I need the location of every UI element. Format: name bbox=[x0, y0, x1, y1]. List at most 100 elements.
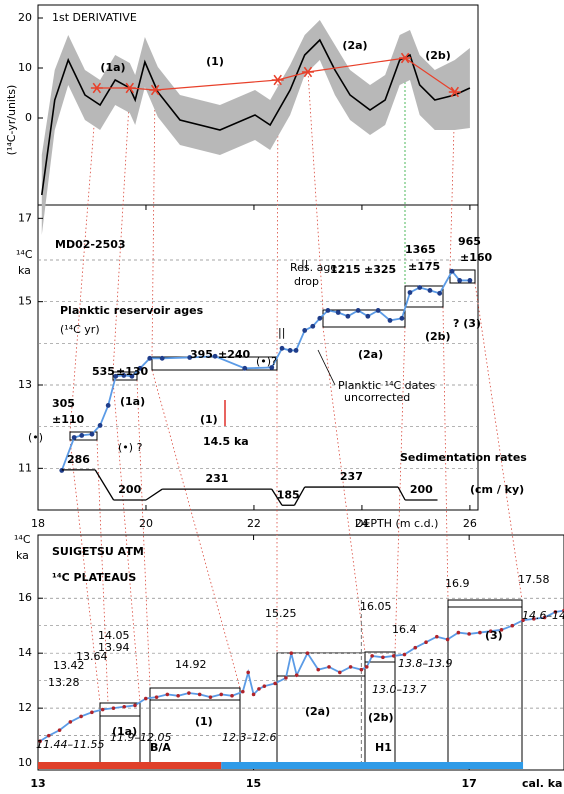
box bbox=[447, 599, 523, 608]
data-point bbox=[435, 634, 439, 639]
y-tick-label: 12 bbox=[18, 701, 32, 714]
data-point bbox=[478, 630, 482, 635]
range-label: 12.3–12.6 bbox=[222, 731, 276, 744]
annotation: ? (3) bbox=[453, 317, 481, 330]
data-point bbox=[269, 365, 275, 370]
sed-rate-label: 185 bbox=[277, 488, 300, 501]
boundary-label: 17.58 bbox=[518, 573, 550, 586]
subtitle: Planktic reservoir ages bbox=[60, 304, 204, 317]
data-point bbox=[302, 328, 308, 333]
boundary-label: 14.92 bbox=[175, 658, 207, 671]
reservoir-age: 1365 bbox=[405, 243, 436, 256]
y-axis-label: (¹⁴C-yr/units) bbox=[5, 85, 18, 156]
boundary-label: 16.05 bbox=[360, 600, 392, 613]
x-tick-label: 20 bbox=[139, 517, 153, 530]
series-line bbox=[39, 609, 564, 742]
panel-title: MD02-2503 bbox=[55, 238, 126, 251]
x-tick-label: 17 bbox=[461, 777, 476, 790]
sed-rate-label: 286 bbox=[67, 453, 90, 466]
peak-label: (1a) bbox=[100, 61, 125, 74]
box bbox=[322, 309, 406, 328]
box bbox=[404, 285, 444, 308]
peak-label: (2b) bbox=[425, 49, 451, 62]
data-point bbox=[57, 728, 62, 732]
data-point bbox=[111, 706, 116, 710]
data-point bbox=[129, 373, 135, 379]
data-point bbox=[402, 652, 407, 657]
y-axis-label: ¹⁴C bbox=[14, 533, 31, 546]
boundary-label: 13.94 bbox=[98, 641, 130, 654]
peak-asterisk bbox=[90, 82, 103, 94]
reservoir-error: ±240 bbox=[218, 348, 251, 361]
period-label: B/A bbox=[150, 741, 171, 754]
annotation: (•) bbox=[28, 431, 43, 444]
annotation: || bbox=[301, 258, 308, 271]
y-tick-label: 13 bbox=[18, 378, 32, 391]
reservoir-error: ±110 bbox=[52, 413, 85, 426]
data-point bbox=[294, 673, 299, 677]
data-point bbox=[287, 348, 293, 353]
y-tick-label: 10 bbox=[18, 756, 32, 769]
peak-label: (1) bbox=[206, 55, 224, 68]
annotation: (•) ? bbox=[118, 441, 143, 454]
peak-asterisk bbox=[301, 66, 314, 78]
y-tick-label: 20 bbox=[18, 11, 32, 24]
box bbox=[149, 687, 241, 701]
data-point bbox=[424, 640, 428, 644]
error-band bbox=[41, 20, 470, 235]
peak-asterisk bbox=[123, 82, 136, 94]
annotation: drop bbox=[294, 275, 319, 288]
sed-title: Sedimentation rates bbox=[400, 451, 527, 464]
data-point bbox=[100, 707, 105, 712]
box bbox=[112, 371, 138, 381]
data-point bbox=[345, 313, 351, 319]
data-point bbox=[257, 687, 261, 691]
y-tick-label: 15 bbox=[18, 295, 32, 308]
data-point bbox=[46, 733, 51, 738]
data-point bbox=[262, 684, 267, 688]
boundary-label: 15.25 bbox=[265, 607, 297, 620]
data-point bbox=[246, 670, 250, 675]
plateau-label: (1) bbox=[195, 715, 213, 728]
annotation: Planktic ¹⁴C dates bbox=[338, 379, 435, 392]
data-point bbox=[427, 288, 433, 293]
data-point bbox=[335, 310, 341, 315]
y-axis-label: ka bbox=[16, 549, 29, 562]
boundary-label: 16.9 bbox=[445, 577, 470, 590]
sed-connector bbox=[94, 469, 115, 501]
data-point bbox=[122, 704, 127, 709]
plateau-label: (2a) bbox=[305, 705, 330, 718]
sed-rate-label: 200 bbox=[118, 483, 141, 496]
data-point bbox=[317, 315, 323, 321]
panel-title: 1st DERIVATIVE bbox=[52, 11, 137, 24]
annotation: (1) bbox=[200, 413, 218, 426]
range-label: 11.44–11.55 bbox=[36, 738, 104, 751]
data-point bbox=[359, 667, 364, 672]
data-point bbox=[305, 651, 310, 655]
range-label: 13.8–13.9 bbox=[398, 657, 452, 670]
sed-connector bbox=[293, 486, 306, 506]
data-point bbox=[219, 692, 224, 697]
data-point bbox=[121, 373, 127, 378]
data-point bbox=[310, 323, 316, 329]
data-point bbox=[399, 315, 405, 321]
data-point bbox=[159, 355, 165, 361]
boundary-label: 13.42 bbox=[53, 659, 85, 672]
peak-label: (2a) bbox=[342, 39, 367, 52]
x-tick-label: 15 bbox=[246, 777, 261, 790]
x-tick-label: 24 bbox=[355, 517, 369, 530]
reservoir-age: 1215 bbox=[330, 263, 361, 276]
peak-asterisk bbox=[399, 52, 412, 64]
data-point bbox=[97, 423, 103, 428]
data-point bbox=[212, 353, 218, 359]
data-point bbox=[387, 318, 393, 323]
data-point bbox=[457, 278, 463, 283]
data-point bbox=[338, 670, 342, 675]
y-tick-label: 0 bbox=[25, 111, 32, 124]
data-point bbox=[413, 645, 418, 650]
data-point bbox=[105, 403, 111, 408]
plateau-label: (1a) bbox=[112, 725, 137, 738]
data-point bbox=[143, 696, 148, 701]
data-point bbox=[437, 290, 443, 296]
